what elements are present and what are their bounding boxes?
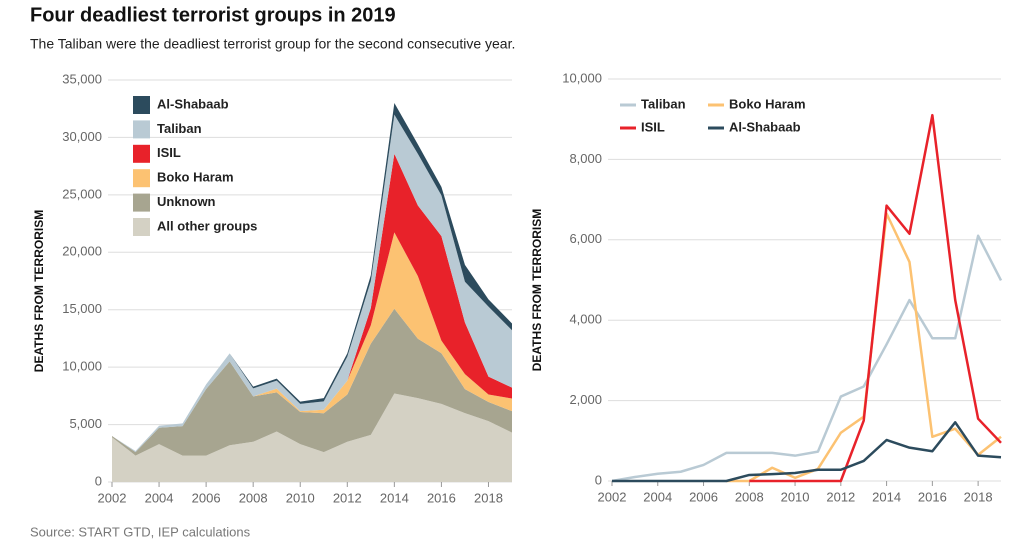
x-tick-label: 2006 [192,490,221,505]
legend-swatch [133,96,150,114]
x-tick-label: 2012 [826,489,855,504]
area [112,153,512,453]
page-title: Four deadliest terrorist groups in 2019 [30,4,396,26]
line [612,421,1002,483]
y-axis-label: DEATHS FROM TERRORISM [530,209,544,371]
legend-label: Al-Shabaab [157,96,229,111]
y-tick-label: 5,000 [69,416,102,431]
y-tick-label: 10,000 [62,359,102,374]
area [112,393,512,482]
line [611,234,1003,483]
y-tick-label: 0 [95,473,102,488]
x-tick-label: 2014 [872,489,901,504]
legend-label: Taliban [641,96,686,111]
line [749,113,1002,483]
legend-label: Unknown [157,194,216,209]
x-tick-label: 2012 [333,490,362,505]
x-tick-label: 2010 [781,489,810,504]
legend-swatch [133,193,150,212]
x-tick-label: 2004 [643,489,672,504]
x-tick-label: 2018 [964,489,993,504]
x-tick-label: 2002 [598,489,627,504]
y-tick-label: 25,000 [62,186,102,201]
line [726,212,1002,483]
y-tick-label: 10,000 [562,70,602,85]
y-tick-label: 8,000 [569,151,602,166]
legend-swatch [133,144,150,163]
area [112,232,512,453]
x-tick-label: 2006 [689,489,718,504]
x-tick-label: 2018 [474,490,503,505]
area [112,308,512,456]
legend-label: Al-Shabaab [729,119,801,134]
y-tick-label: 4,000 [569,312,602,327]
x-tick-label: 2004 [145,490,174,505]
x-tick-label: 2010 [286,490,315,505]
x-tick-label: 2008 [735,489,764,504]
x-tick-label: 2008 [239,490,268,505]
legend-label: Taliban [157,121,202,136]
y-tick-label: 15,000 [62,301,102,316]
subtitle: The Taliban were the deadliest terrorist… [30,36,515,52]
y-tick-label: 6,000 [569,231,602,246]
legend-swatch [133,169,150,188]
x-tick-label: 2016 [427,490,456,505]
legend-swatch [133,120,150,139]
x-tick-label: 2002 [98,490,127,505]
legend-swatch [133,218,150,236]
x-tick-label: 2014 [380,490,409,505]
y-tick-label: 35,000 [62,71,102,86]
y-tick-label: 2,000 [569,392,602,407]
legend-label: All other groups [157,218,257,233]
legend-label: Boko Haram [729,96,806,111]
x-tick-label: 2016 [918,489,947,504]
y-axis-label: DEATHS FROM TERRORISM [32,210,46,372]
y-tick-label: 0 [595,472,602,487]
y-tick-label: 20,000 [62,244,102,259]
legend-label: Boko Haram [157,170,234,185]
legend-label: ISIL [641,119,665,134]
y-tick-label: 30,000 [62,129,102,144]
source: Source: START GTD, IEP calculations [30,524,251,539]
legend-label: ISIL [157,145,181,160]
